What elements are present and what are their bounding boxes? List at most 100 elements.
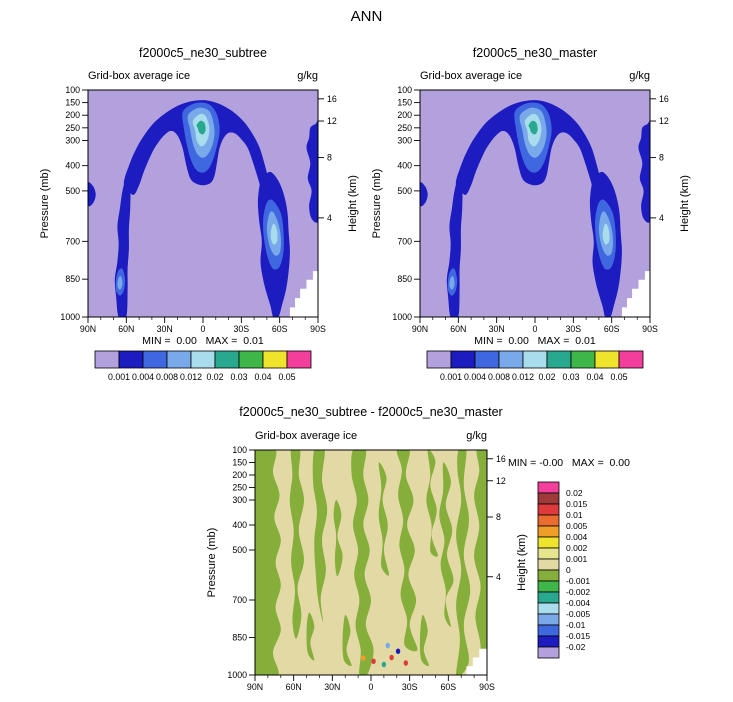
contour-region [474,450,487,675]
colorbar-label: 0.03 [230,372,247,382]
colorbar-segment [142,350,168,369]
colorbar-segment [537,503,560,516]
pressure-axis-title: Pressure (mb) [206,528,218,598]
colorbar-label: 0.001 [108,372,130,382]
colorbar-label: 0.015 [566,499,588,509]
contour-speck [403,660,408,666]
colorbar-segment [94,350,120,369]
pressure-tick-label: 100 [232,445,247,455]
height-tick-label: 8 [496,512,501,522]
x-tick-label: 90N [247,682,263,692]
x-tick-label: 60S [441,682,457,692]
contour-region [638,121,650,223]
colorbar-segment [570,350,596,369]
x-tick-label: 60S [272,324,288,334]
colorbar-segment [546,350,572,369]
contour-region [449,276,455,290]
terrain-mask [621,271,650,317]
contour-region [602,223,610,245]
contour-field [255,450,487,675]
pressure-tick-label: 300 [397,135,412,145]
contour-speck [389,654,394,661]
colorbar-label: 0.002 [566,543,588,553]
contour-region [420,182,428,207]
height-tick-label: 8 [659,153,664,163]
height-tick-label: 12 [496,476,506,486]
contour-region [255,450,281,675]
colorbar-segment [537,569,560,582]
colorbar-label: 0.004 [566,532,588,542]
colorbar-segment [426,350,452,369]
pressure-tick-label: 850 [397,274,412,284]
colorbar-label: 0.008 [488,372,510,382]
colorbar-label: 0.012 [512,372,534,382]
x-tick-label: 0 [533,324,538,334]
contour-field [420,90,650,317]
colorbar-segment [537,525,560,538]
height-tick-label: 4 [496,572,501,582]
pressure-tick-label: 300 [65,135,80,145]
pressure-tick-label: 200 [232,470,247,480]
colorbar-segment [522,350,548,369]
colorbar-segment [537,514,560,527]
colorbar-segment [498,350,524,369]
pressure-tick-label: 700 [232,595,247,605]
contour-region [306,121,318,223]
contour-speck [385,642,390,649]
colorbar-label: 0.05 [610,372,627,382]
pressure-tick-label: 400 [65,161,80,171]
contour-region [88,182,96,207]
pressure-tick-label: 100 [397,85,412,95]
contour-speck [371,658,376,665]
pressure-tick-label: 700 [65,236,80,246]
x-tick-label: 0 [369,682,374,692]
pressure-tick-label: 400 [232,520,247,530]
panel-diff: 90N 60N 30N 0 30S 60S 90S 100 150 200 250 300 400 500… [206,405,630,692]
height-tick-label: 12 [327,116,337,126]
pressure-tick-label: 500 [65,186,80,196]
colorbar-label: 0.04 [586,372,603,382]
pressure-tick-label: 250 [65,123,80,133]
pressure-tick-label: 700 [397,236,412,246]
colorbar-segment [537,558,560,571]
height-axis-title: Height (km) [679,175,691,232]
colorbar-segment [474,350,500,369]
pressure-tick-label: 100 [65,85,80,95]
contour-region [117,276,123,290]
colorbar-segment [537,547,560,560]
subtitle-left: Grid-box average ice [88,70,190,82]
pressure-axis-title: Pressure (mb) [39,169,51,239]
x-tick-label: 30N [324,682,340,692]
pressure-tick-label: 300 [232,495,247,505]
contour-region [306,612,315,661]
colorbar-segment [537,613,560,626]
pressure-tick-label: 400 [397,161,412,171]
stats-text: MIN = 0.00 MAX = 0.01 [142,335,264,347]
contour-region [528,120,538,135]
x-tick-label: 60N [450,324,466,334]
contour-speck [381,661,387,668]
pressure-tick-label: 500 [232,545,247,555]
colorbar-label: 0.005 [566,521,588,531]
contour-region [456,450,471,675]
colorbar-label: -0.01 [566,620,586,630]
colorbar-label: 0.05 [278,372,295,382]
height-tick-label: 16 [496,454,506,464]
colorbar-label: 0.02 [206,372,223,382]
height-axis-title: Height (km) [347,175,359,232]
x-tick-label: 90S [479,682,495,692]
pressure-tick-label: 1000 [227,670,247,680]
contour-region [351,450,374,675]
colorbar-segment [594,350,620,369]
contour-region [312,450,328,623]
colorbar-label: 0.001 [440,372,462,382]
colorbar-label: 0.001 [566,554,588,564]
contour-region [439,462,454,627]
figure-title: ANN [350,8,383,25]
subtitle-left: Grid-box average ice [420,70,522,82]
height-tick-label: 4 [659,213,664,223]
stats-text: MIN = 0.00 MAX = 0.01 [474,335,596,347]
subtitle-units: g/kg [297,70,318,82]
x-tick-label: 60S [604,324,620,334]
